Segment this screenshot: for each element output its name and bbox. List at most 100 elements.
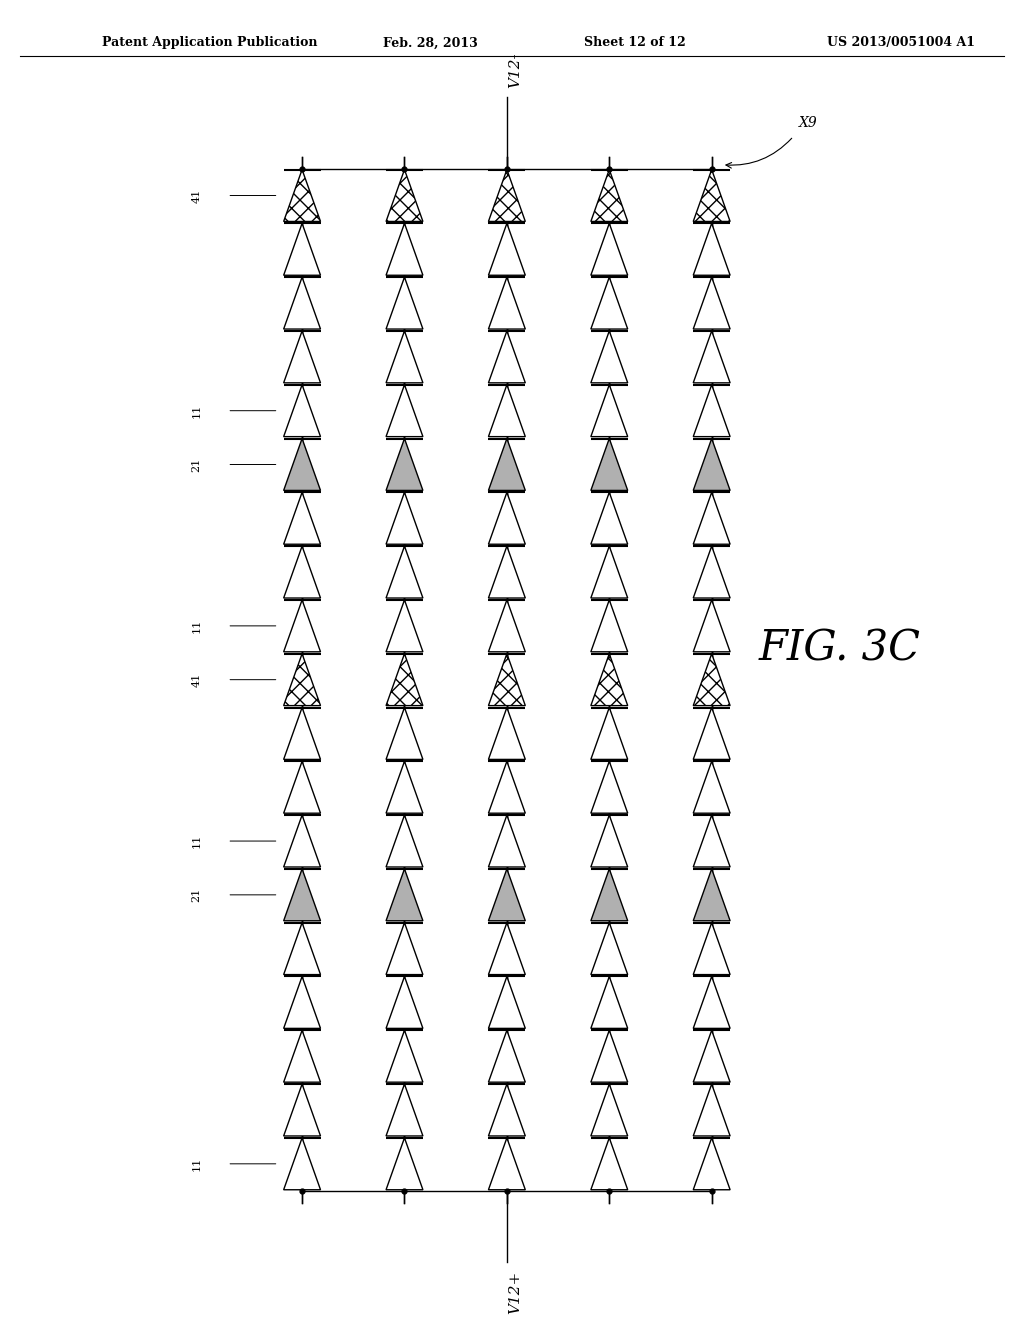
Polygon shape	[284, 384, 321, 437]
Polygon shape	[284, 923, 321, 974]
Polygon shape	[284, 546, 321, 598]
Polygon shape	[693, 331, 730, 383]
Polygon shape	[693, 1031, 730, 1082]
Polygon shape	[488, 1084, 525, 1137]
Polygon shape	[591, 331, 628, 383]
Text: 11: 11	[191, 619, 202, 634]
Polygon shape	[693, 977, 730, 1028]
Polygon shape	[386, 1084, 423, 1137]
Polygon shape	[591, 1138, 628, 1189]
Text: 11: 11	[191, 404, 202, 418]
Polygon shape	[386, 438, 423, 491]
Polygon shape	[386, 169, 423, 222]
Polygon shape	[386, 977, 423, 1028]
Polygon shape	[591, 653, 628, 706]
Polygon shape	[284, 331, 321, 383]
Polygon shape	[693, 277, 730, 329]
Text: V12-: V12-	[508, 53, 522, 88]
Polygon shape	[591, 384, 628, 437]
Polygon shape	[488, 1138, 525, 1189]
Polygon shape	[693, 492, 730, 544]
Polygon shape	[488, 492, 525, 544]
Polygon shape	[284, 223, 321, 276]
Polygon shape	[488, 546, 525, 598]
Polygon shape	[488, 653, 525, 706]
Text: 21: 21	[191, 888, 202, 902]
Text: 11: 11	[191, 834, 202, 849]
Polygon shape	[284, 869, 321, 921]
Polygon shape	[284, 599, 321, 652]
Polygon shape	[693, 816, 730, 867]
Text: X9: X9	[799, 116, 817, 129]
Polygon shape	[488, 169, 525, 222]
Polygon shape	[386, 384, 423, 437]
Polygon shape	[386, 331, 423, 383]
Text: 11: 11	[191, 1156, 202, 1171]
Polygon shape	[284, 169, 321, 222]
Polygon shape	[386, 277, 423, 329]
Polygon shape	[488, 384, 525, 437]
Polygon shape	[488, 923, 525, 974]
Polygon shape	[386, 599, 423, 652]
Polygon shape	[591, 223, 628, 276]
Polygon shape	[284, 653, 321, 706]
Polygon shape	[591, 1084, 628, 1137]
Polygon shape	[386, 1031, 423, 1082]
Polygon shape	[386, 223, 423, 276]
Polygon shape	[591, 492, 628, 544]
Polygon shape	[693, 1138, 730, 1189]
Polygon shape	[488, 331, 525, 383]
Polygon shape	[386, 816, 423, 867]
Polygon shape	[386, 762, 423, 813]
Polygon shape	[386, 1138, 423, 1189]
Text: FIG. 3C: FIG. 3C	[759, 627, 921, 669]
Polygon shape	[693, 923, 730, 974]
Text: 21: 21	[191, 457, 202, 471]
Polygon shape	[591, 169, 628, 222]
Polygon shape	[284, 816, 321, 867]
Polygon shape	[488, 869, 525, 921]
Polygon shape	[284, 1084, 321, 1137]
Polygon shape	[591, 816, 628, 867]
Polygon shape	[693, 223, 730, 276]
Polygon shape	[386, 708, 423, 759]
Text: Feb. 28, 2013: Feb. 28, 2013	[383, 37, 477, 49]
Polygon shape	[488, 1031, 525, 1082]
Polygon shape	[591, 762, 628, 813]
Polygon shape	[693, 653, 730, 706]
Polygon shape	[386, 653, 423, 706]
Text: Sheet 12 of 12: Sheet 12 of 12	[584, 37, 686, 49]
Polygon shape	[386, 546, 423, 598]
Polygon shape	[488, 762, 525, 813]
Polygon shape	[693, 1084, 730, 1137]
Polygon shape	[693, 869, 730, 921]
Polygon shape	[488, 599, 525, 652]
Polygon shape	[386, 869, 423, 921]
Text: V12+: V12+	[508, 1271, 522, 1315]
Polygon shape	[386, 923, 423, 974]
Polygon shape	[284, 762, 321, 813]
Polygon shape	[488, 977, 525, 1028]
Text: 41: 41	[191, 673, 202, 686]
Polygon shape	[284, 977, 321, 1028]
Polygon shape	[591, 546, 628, 598]
Polygon shape	[591, 599, 628, 652]
Polygon shape	[693, 438, 730, 491]
Polygon shape	[284, 277, 321, 329]
Polygon shape	[591, 438, 628, 491]
Polygon shape	[488, 277, 525, 329]
Polygon shape	[693, 384, 730, 437]
Polygon shape	[591, 1031, 628, 1082]
Polygon shape	[284, 708, 321, 759]
Polygon shape	[488, 708, 525, 759]
Polygon shape	[693, 762, 730, 813]
Polygon shape	[284, 492, 321, 544]
Polygon shape	[591, 708, 628, 759]
Polygon shape	[693, 708, 730, 759]
Text: Patent Application Publication: Patent Application Publication	[102, 37, 317, 49]
Polygon shape	[284, 438, 321, 491]
Polygon shape	[591, 869, 628, 921]
Polygon shape	[488, 438, 525, 491]
Polygon shape	[693, 546, 730, 598]
Text: US 2013/0051004 A1: US 2013/0051004 A1	[827, 37, 975, 49]
